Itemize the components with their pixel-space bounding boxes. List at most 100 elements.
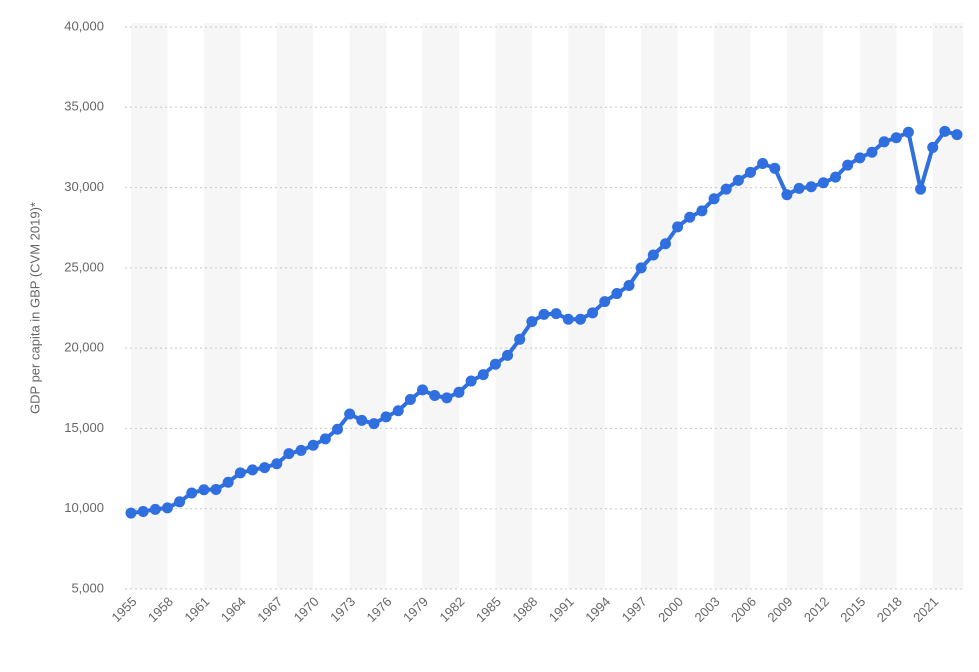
data-point: [611, 288, 623, 300]
data-point: [210, 483, 222, 495]
data-point: [137, 505, 149, 517]
data-point: [514, 333, 526, 345]
y-tick-label: 5,000: [71, 580, 104, 595]
data-point: [453, 386, 465, 398]
x-tick-label: 1991: [546, 594, 577, 625]
data-point: [672, 221, 684, 233]
data-point: [866, 146, 878, 158]
y-tick-label: 35,000: [64, 99, 104, 114]
band: [714, 23, 751, 589]
data-point: [659, 238, 671, 250]
data-point: [635, 262, 647, 274]
data-point: [271, 458, 283, 470]
data-point: [574, 313, 586, 325]
data-point: [745, 166, 756, 178]
x-tick-label: 1994: [582, 594, 613, 625]
data-point: [198, 484, 210, 496]
data-point: [696, 205, 708, 217]
data-point: [890, 132, 902, 144]
y-axis-label: GDP per capita in GBP (CVM 2019)*: [27, 202, 42, 414]
x-tick-label: 1958: [145, 594, 176, 625]
data-point: [332, 423, 343, 435]
data-point: [186, 487, 198, 499]
data-point: [295, 444, 307, 456]
data-point: [307, 439, 319, 451]
data-point: [623, 280, 635, 292]
x-tick-label: 1961: [181, 594, 212, 625]
data-point: [915, 183, 927, 195]
data-point: [562, 313, 574, 325]
band: [203, 23, 241, 589]
x-tick-label: 1967: [254, 594, 285, 625]
data-point: [599, 296, 611, 308]
data-point: [842, 159, 854, 171]
data-point: [429, 390, 441, 402]
data-point: [441, 392, 453, 404]
data-point: [222, 476, 234, 488]
band: [932, 23, 963, 589]
y-tick-label: 40,000: [64, 18, 104, 33]
y-tick-label: 30,000: [64, 179, 104, 194]
data-point: [174, 496, 186, 508]
data-point: [805, 181, 817, 193]
data-point: [526, 316, 538, 328]
data-point: [489, 358, 501, 370]
x-tick-label: 1955: [108, 594, 139, 625]
band: [786, 23, 824, 589]
data-point: [477, 369, 489, 381]
data-point: [246, 464, 258, 476]
band: [131, 23, 168, 589]
data-point: [902, 126, 914, 138]
data-point: [817, 177, 829, 189]
band: [859, 23, 897, 589]
x-tick-label: 1982: [436, 594, 467, 625]
x-tick-label: 2003: [692, 594, 723, 625]
x-tick-label: 2012: [801, 594, 832, 625]
data-point: [550, 308, 562, 320]
data-point: [392, 405, 404, 417]
x-tick-label: 2018: [874, 594, 905, 625]
x-tick-label: 1964: [218, 594, 249, 625]
data-point: [854, 152, 866, 164]
data-point: [465, 375, 477, 387]
data-point: [732, 174, 744, 186]
data-point: [939, 125, 951, 137]
y-tick-label: 15,000: [64, 420, 104, 435]
data-point: [344, 408, 356, 420]
y-tick-label: 20,000: [64, 340, 104, 355]
band: [641, 23, 678, 589]
x-tick-label: 1988: [509, 594, 540, 625]
band: [495, 23, 532, 589]
y-tick-label: 10,000: [64, 500, 104, 515]
data-point: [417, 384, 429, 396]
data-point: [368, 418, 380, 430]
data-point: [587, 307, 599, 319]
x-tick-label: 1997: [619, 594, 650, 625]
series-line: [130, 129, 958, 516]
data-point: [356, 414, 368, 426]
data-point: [951, 129, 963, 141]
data-point: [319, 433, 331, 445]
y-tick-label: 25,000: [64, 259, 104, 274]
x-tick-label: 1979: [400, 594, 431, 625]
data-point: [125, 507, 137, 519]
data-point: [234, 467, 246, 479]
data-point: [283, 448, 295, 460]
band: [276, 23, 314, 589]
band: [422, 23, 459, 589]
x-tick-label: 2006: [728, 594, 759, 625]
x-tick-label: 1985: [473, 594, 504, 625]
x-tick-label: 2009: [764, 594, 795, 625]
x-tick-label: 1970: [291, 594, 322, 625]
x-tick-label: 1973: [327, 594, 358, 625]
data-point: [781, 189, 793, 201]
data-point: [502, 349, 514, 361]
data-point: [404, 394, 416, 406]
data-point: [927, 141, 939, 153]
band: [349, 23, 387, 589]
data-point: [538, 308, 550, 320]
x-tick-label: 1976: [364, 594, 395, 625]
data-point: [161, 502, 173, 514]
data-point: [380, 411, 392, 423]
data-point: [878, 136, 890, 148]
